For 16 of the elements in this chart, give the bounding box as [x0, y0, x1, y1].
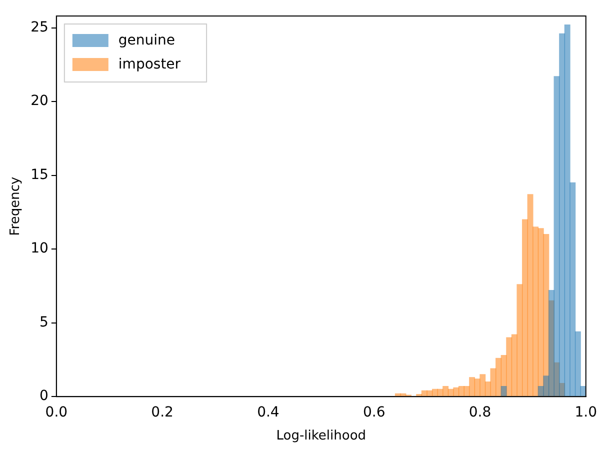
x-tick-label: 0.6	[362, 404, 386, 421]
x-tick-label: 1.0	[574, 404, 597, 421]
y-tick-label: 20	[30, 93, 48, 110]
x-tick-label: 0.8	[468, 404, 492, 421]
x-tick-label: 0.2	[151, 404, 174, 421]
x-tick-label: 0.0	[45, 404, 68, 421]
y-tick-label: 5	[39, 314, 48, 330]
x-axis-title: Log-likelihood	[276, 428, 366, 444]
legend-label: genuine	[118, 32, 176, 49]
x-tick-label: 0.4	[257, 404, 280, 421]
y-tick-label: 15	[30, 166, 48, 183]
legend-label: imposter	[118, 56, 181, 73]
y-tick-label: 0	[39, 388, 48, 404]
y-axis-title: Freqency	[8, 176, 24, 236]
y-tick-label: 10	[30, 240, 48, 257]
y-tick-label: 25	[30, 19, 48, 36]
